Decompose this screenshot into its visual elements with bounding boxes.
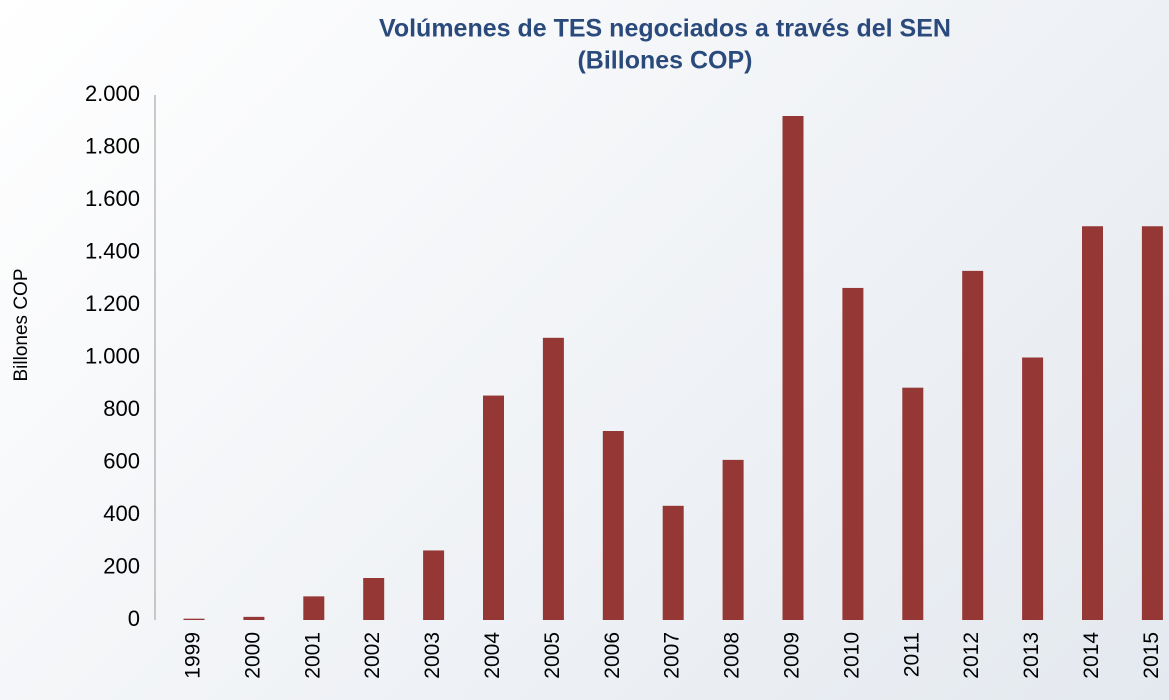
bar [183, 618, 205, 620]
bar [243, 616, 265, 620]
x-tick-label: 2013 [1020, 632, 1043, 679]
y-tick-label: 400 [103, 501, 140, 526]
chart-subtitle: (Billones COP) [577, 47, 752, 75]
bar [542, 337, 564, 620]
y-tick-label: 600 [103, 448, 140, 473]
bar [902, 387, 924, 620]
x-tick-label: 2000 [241, 632, 264, 679]
y-tick-label: 1.800 [85, 133, 140, 158]
bar [1022, 357, 1044, 620]
bar [602, 431, 624, 620]
y-tick-label: 800 [103, 396, 140, 421]
y-tick-label: 1.600 [85, 186, 140, 211]
x-tick-label: 2009 [781, 632, 804, 679]
y-tick-label: 1.000 [85, 343, 140, 368]
y-tick-label: 1.400 [85, 238, 140, 263]
x-tick-label: 2004 [481, 632, 504, 679]
x-tick-label: 2012 [960, 632, 983, 679]
y-tick-label: 2.000 [85, 81, 140, 106]
bar [782, 116, 804, 620]
bar [483, 395, 504, 620]
bar [842, 287, 864, 620]
bar [662, 505, 684, 620]
x-tick-label: 2001 [301, 632, 324, 679]
y-tick-label: 1.200 [85, 291, 140, 316]
bar [1082, 226, 1103, 620]
bar [1141, 226, 1163, 620]
chart-title: Volúmenes de TES negociados a través del… [379, 15, 951, 43]
x-tick-label: 2015 [1140, 632, 1163, 679]
bar [363, 578, 385, 620]
x-tick-label: 1999 [182, 632, 205, 679]
y-tick-label: 200 [103, 553, 140, 578]
x-tick-label: 2014 [1080, 632, 1103, 679]
bar [722, 459, 744, 620]
bar [423, 550, 445, 620]
x-tick-label: 2008 [721, 632, 744, 679]
x-tick-label: 2011 [900, 632, 923, 677]
x-tick-label: 2010 [840, 632, 863, 679]
bar [962, 270, 984, 620]
x-tick-label: 2003 [421, 632, 444, 679]
y-tick-label: 0 [128, 606, 140, 631]
x-tick-label: 2006 [601, 632, 624, 679]
x-tick-label: 2005 [541, 632, 564, 679]
y-axis-label: Billones COP [11, 269, 32, 382]
bar [303, 596, 325, 620]
x-tick-label: 2007 [661, 632, 684, 679]
x-tick-label: 2002 [361, 632, 384, 679]
